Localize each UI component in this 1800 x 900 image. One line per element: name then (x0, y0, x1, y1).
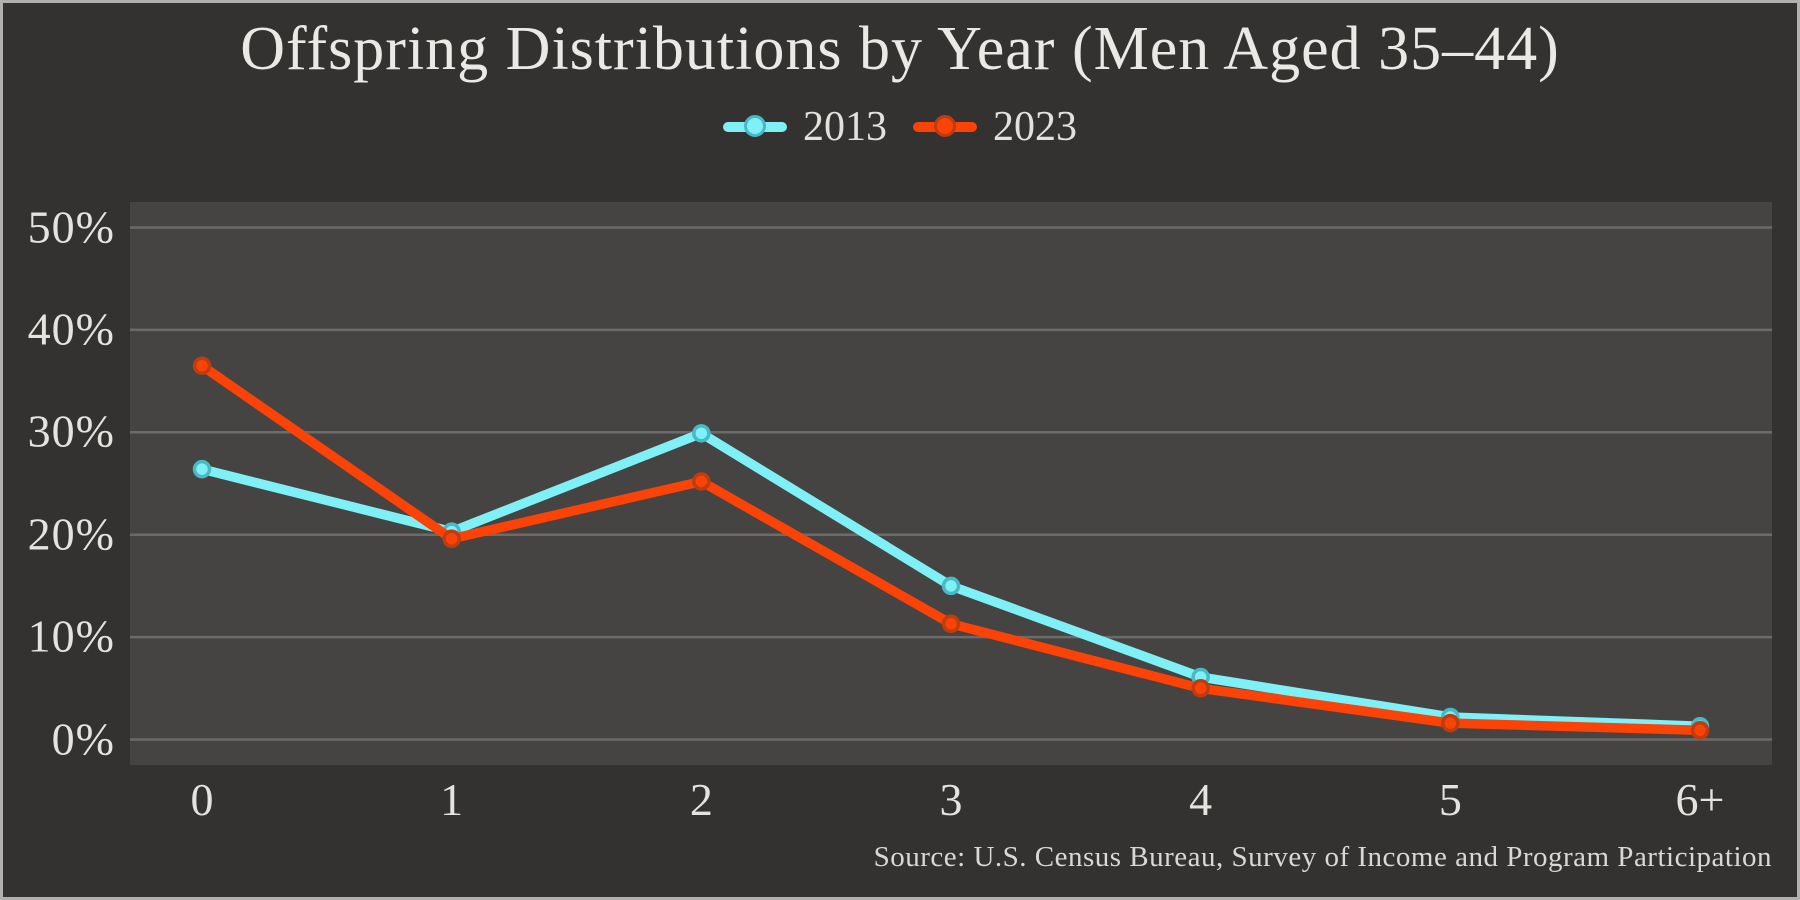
source-caption: Source: U.S. Census Bureau, Survey of In… (873, 841, 1772, 873)
legend-line-marker-icon (913, 114, 977, 140)
plot-background (130, 202, 1772, 765)
x-tick-label: 0 (190, 774, 214, 825)
plot-area (130, 202, 1772, 765)
x-tick-label: 5 (1438, 774, 1462, 825)
legend-item-2023: 2023 (913, 103, 1077, 151)
x-tick-label: 1 (440, 774, 464, 825)
data-point-2023-6+ (1690, 721, 1710, 740)
legend-label: 2013 (803, 104, 887, 150)
data-point-2013-3 (941, 576, 961, 596)
y-tick-label: 50% (27, 200, 115, 252)
legend-item-2013: 2013 (723, 103, 887, 151)
data-point-2023-5 (1441, 713, 1460, 733)
legend-label: 2023 (993, 104, 1077, 150)
y-tick-label: 20% (27, 508, 115, 560)
x-tick-label: 4 (1189, 774, 1213, 825)
legend-line-marker-icon (723, 114, 787, 140)
data-point-2013-0 (192, 459, 212, 479)
chart-title: Offspring Distributions by Year (Men Age… (240, 15, 1560, 83)
legend-dot (934, 115, 956, 137)
y-tick-label: 30% (27, 405, 115, 457)
x-tick-label: 3 (939, 774, 963, 825)
data-point-2013-2 (692, 424, 711, 443)
y-tick-label: 0% (51, 712, 115, 764)
x-tick-label: 6+ (1675, 774, 1725, 825)
data-point-2023-4 (1191, 679, 1210, 698)
data-point-2023-0 (192, 356, 212, 375)
y-tick-label: 40% (27, 303, 115, 355)
legend: 2013 2023 (3, 103, 1797, 151)
legend-dot (744, 115, 766, 137)
data-point-2023-1 (442, 529, 461, 549)
data-point-2023-2 (692, 472, 711, 491)
x-tick-label: 2 (689, 774, 713, 825)
data-point-2023-3 (941, 614, 961, 634)
y-tick-label: 10% (27, 610, 115, 662)
